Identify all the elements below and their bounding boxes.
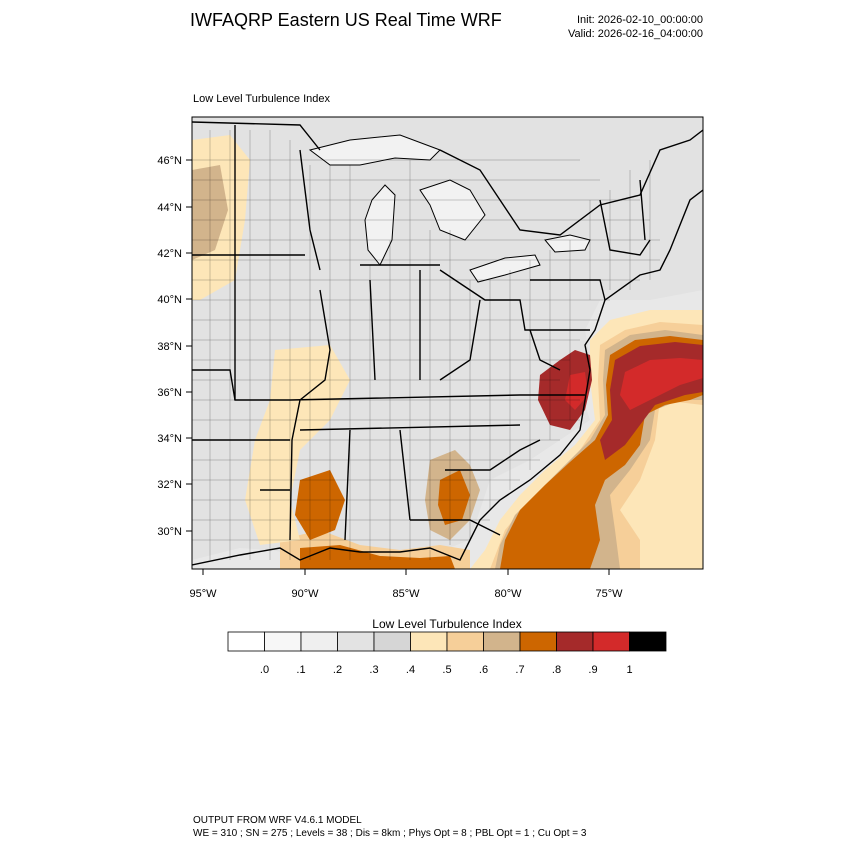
- colorbar-tick-label: .5: [442, 664, 451, 676]
- lat-label: 32°N: [157, 479, 182, 491]
- colorbar-tick-label: .8: [552, 664, 561, 676]
- map-plot-area: [192, 117, 703, 569]
- latitude-axis: 46°N 44°N 42°N 40°N 38°N 36°N 34°N 32°N 30°N: [157, 155, 192, 538]
- turbulence-coast-patch: [538, 350, 592, 430]
- colorbar-swatch: [519, 631, 557, 652]
- longitude-axis: 95°W 90°W 85°W 80°W 75°W: [189, 569, 623, 600]
- lon-label: 80°W: [494, 588, 522, 600]
- colorbar-swatch: [483, 631, 521, 652]
- colorbar-swatch: [227, 631, 265, 652]
- lat-label: 42°N: [157, 248, 182, 260]
- colorbar-tick-label: .2: [333, 664, 342, 676]
- county-grid: [192, 130, 660, 560]
- colorbar-tick-label: .1: [296, 664, 305, 676]
- turbulence-band-10: [620, 358, 703, 410]
- footer-config-line: WE = 310 ; SN = 275 ; Levels = 38 ; Dis …: [193, 828, 587, 839]
- state-borders: [192, 125, 651, 541]
- colorbar-tick-label: .9: [588, 664, 597, 676]
- colorbar-tick-label: .3: [369, 664, 378, 676]
- lake-erie: [469, 254, 541, 283]
- lat-label: 44°N: [157, 202, 182, 214]
- lon-label: 90°W: [291, 588, 319, 600]
- colorbar-tick-label: .7: [515, 664, 524, 676]
- colorbar-tick-label: .0: [260, 664, 269, 676]
- turbulence-georgia-core: [438, 470, 470, 525]
- colorbar-swatch: [410, 631, 448, 652]
- colorbar-swatch: [373, 631, 411, 652]
- lat-label: 36°N: [157, 387, 182, 399]
- lat-label: 34°N: [157, 433, 182, 445]
- lake-huron: [419, 179, 486, 241]
- lat-label: 46°N: [157, 155, 182, 167]
- map-frame: [191, 116, 704, 570]
- page-title: IWFAQRP Eastern US Real Time WRF: [190, 10, 502, 30]
- international-border: [192, 121, 703, 236]
- lat-label: 38°N: [157, 341, 182, 353]
- colorbar: .0 .1 .2 .3 .4 .5 .6 .7 .8 .9 1: [227, 631, 667, 676]
- colorbar-swatch: [629, 631, 667, 652]
- turbulence-gulf-core: [300, 545, 455, 569]
- colorbar-tick-label: 1: [626, 664, 632, 676]
- colorbar-swatch: [264, 631, 302, 652]
- colorbar-tick-label: .6: [479, 664, 488, 676]
- init-time: Init: 2026-02-10_00:00:00: [577, 14, 703, 26]
- colorbar-swatch: [300, 631, 338, 652]
- colorbar-swatch: [446, 631, 484, 652]
- lake-michigan: [364, 184, 396, 266]
- coastline: [192, 189, 703, 566]
- lon-label: 85°W: [392, 588, 420, 600]
- turbulence-coast-core: [565, 372, 588, 410]
- colorbar-tick-label: .4: [406, 664, 415, 676]
- lat-label: 40°N: [157, 294, 182, 306]
- turbulence-valley-core: [295, 470, 345, 540]
- turbulence-valley-band: [245, 345, 350, 545]
- colorbar-title: Low Level Turbulence Index: [372, 617, 522, 631]
- lon-label: 95°W: [189, 588, 217, 600]
- footer-model-line: OUTPUT FROM WRF V4.6.1 MODEL: [193, 815, 362, 826]
- field-label: Low Level Turbulence Index: [193, 93, 330, 105]
- lake-ontario: [544, 234, 591, 253]
- colorbar-swatch: [592, 631, 630, 652]
- colorbar-swatch: [556, 631, 594, 652]
- valid-time: Valid: 2026-02-16_04:00:00: [568, 28, 703, 40]
- colorbar-swatch: [337, 631, 375, 652]
- lon-label: 75°W: [595, 588, 623, 600]
- lat-label: 30°N: [157, 526, 182, 538]
